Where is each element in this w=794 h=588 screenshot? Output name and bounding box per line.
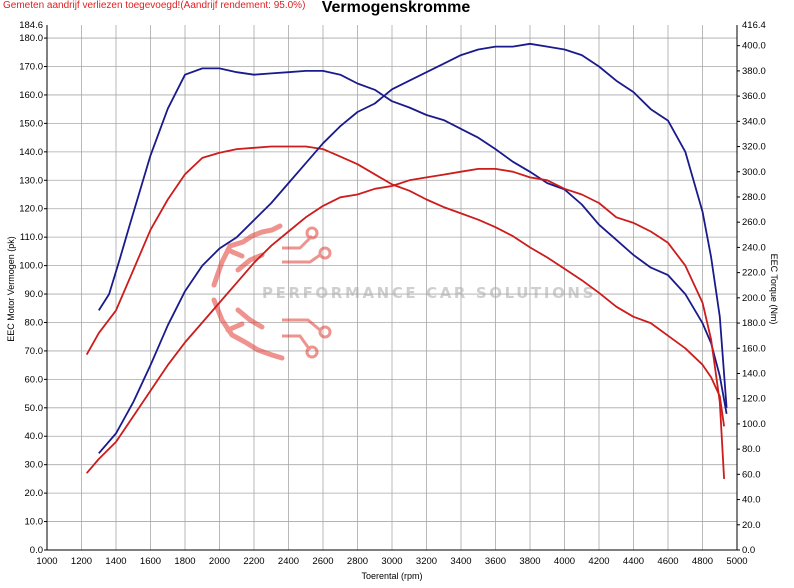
- torque-curve-red: [85, 145, 725, 427]
- x-tick-label: 2000: [209, 556, 230, 567]
- y-right-top-label: 416.4: [742, 20, 766, 31]
- y-right-tick-label: 60.0: [742, 469, 761, 480]
- y-right-tick-label: 40.0: [742, 495, 761, 506]
- y-left-tick-label: 150.0: [19, 118, 43, 129]
- y-left-tick-label: 140.0: [19, 147, 43, 158]
- x-tick-label: 2200: [243, 556, 264, 567]
- y-right-tick-label: 300.0: [742, 167, 766, 178]
- x-tick-label: 3000: [381, 556, 402, 567]
- y-left-tick-label: 120.0: [19, 204, 43, 215]
- y-left-tick-label: 50.0: [25, 403, 44, 414]
- y-right-tick-label: 140.0: [742, 368, 766, 379]
- y-right-tick-label: 220.0: [742, 268, 766, 279]
- watermark: PERFORMANCE CAR SOLUTIONS: [211, 223, 596, 361]
- x-tick-label: 4400: [623, 556, 644, 567]
- x-tick-labels: 1000 1200 1400 1600 1800 2000 2200 2400 2600 2800…: [36, 556, 747, 567]
- y-left-tick-label: 170.0: [19, 62, 43, 73]
- watermark-text: PERFORMANCE CAR SOLUTIONS: [262, 284, 596, 302]
- y-right-tick-label: 240.0: [742, 242, 766, 253]
- x-tick-label: 5000: [726, 556, 747, 567]
- x-tick-label: 4200: [588, 556, 609, 567]
- chart-title: Vermogenskromme: [321, 0, 471, 16]
- y-left-tick-label: 130.0: [19, 175, 43, 186]
- power-curve-blue: [98, 42, 728, 454]
- y-left-tick-label: 100.0: [19, 261, 43, 272]
- x-tick-label: 1800: [174, 556, 195, 567]
- y-right-tick-label: 120.0: [742, 394, 766, 405]
- x-tick-label: 3600: [485, 556, 506, 567]
- y-left-top-label: 184.6: [19, 20, 43, 31]
- y-right-tick-label: 0.0: [742, 545, 755, 556]
- y-left-tick-label: 70.0: [25, 346, 44, 357]
- y-right-tick-labels: 0.0 20.0 40.0 60.0 80.0 100.0 120.0 140.0 160.0 1…: [737, 20, 766, 556]
- x-tick-label: 1600: [140, 556, 161, 567]
- axes: [46, 25, 738, 551]
- gear-logo-icon: [211, 223, 285, 361]
- y-right-tick-label: 20.0: [742, 520, 761, 531]
- x-tick-label: 1400: [105, 556, 126, 567]
- y-left-tick-label: 180.0: [19, 33, 43, 44]
- y-right-tick-label: 320.0: [742, 142, 766, 153]
- series-group: [85, 42, 728, 479]
- y-right-tick-label: 400.0: [742, 41, 766, 52]
- y-right-tick-label: 200.0: [742, 293, 766, 304]
- y-right-axis-label: EEC Torque (Nm): [769, 254, 779, 325]
- x-tick-label: 3400: [450, 556, 471, 567]
- y-right-tick-label: 160.0: [742, 343, 766, 354]
- y-left-tick-label: 20.0: [25, 488, 44, 499]
- torque-curve-blue: [98, 67, 728, 414]
- y-right-tick-label: 360.0: [742, 91, 766, 102]
- y-left-tick-label: 90.0: [25, 289, 44, 300]
- measurement-note: Gemeten aandrijf verliezen toegevoegd!(A…: [3, 0, 306, 11]
- x-tick-label: 4000: [554, 556, 575, 567]
- y-left-tick-label: 60.0: [25, 374, 44, 385]
- y-left-axis-label: EEC Motor Vermogen (pk): [6, 236, 16, 342]
- y-left-tick-label: 40.0: [25, 431, 44, 442]
- y-right-tick-label: 100.0: [742, 419, 766, 430]
- y-left-tick-label: 80.0: [25, 317, 44, 328]
- y-left-tick-label: 30.0: [25, 460, 44, 471]
- x-tick-label: 2400: [278, 556, 299, 567]
- y-right-tick-label: 280.0: [742, 192, 766, 203]
- y-right-tick-label: 340.0: [742, 116, 766, 127]
- x-tick-label: 1000: [36, 556, 57, 567]
- y-left-tick-label: 160.0: [19, 90, 43, 101]
- x-tick-label: 4800: [692, 556, 713, 567]
- y-left-tick-labels: 0.0 10.0 20.0 30.0 40.0 50.0 60.0 70.0 80.0 90.0 1…: [19, 20, 47, 556]
- y-left-tick-label: 110.0: [20, 232, 43, 243]
- y-left-tick-label: 10.0: [25, 517, 44, 528]
- x-tick-label: 1200: [71, 556, 92, 567]
- x-tick-label: 3200: [416, 556, 437, 567]
- x-tick-label: 2600: [312, 556, 333, 567]
- y-right-tick-label: 180.0: [742, 318, 766, 329]
- y-right-tick-label: 80.0: [742, 444, 761, 455]
- x-axis-label: Toerental (rpm): [361, 571, 422, 581]
- x-tick-label: 3800: [519, 556, 540, 567]
- y-right-tick-label: 380.0: [742, 66, 766, 77]
- y-left-tick-label: 0.0: [30, 545, 43, 556]
- power-curve-red: [86, 167, 725, 479]
- y-right-tick-label: 260.0: [742, 217, 766, 228]
- circuit-lines: [282, 226, 332, 359]
- x-tick-label: 4600: [657, 556, 678, 567]
- x-tick-label: 2800: [347, 556, 368, 567]
